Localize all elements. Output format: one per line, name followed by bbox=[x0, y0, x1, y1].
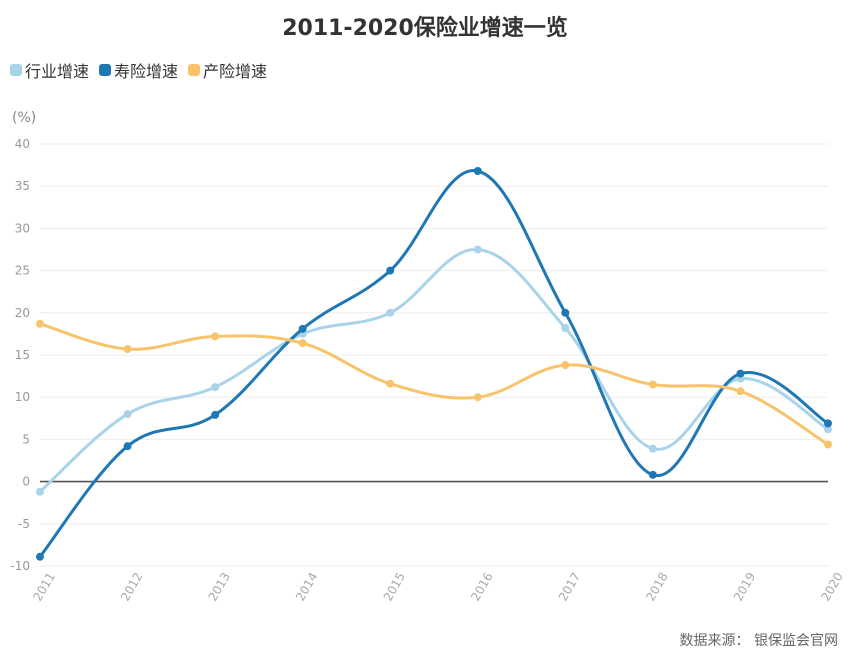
x-tick-label: 2019 bbox=[731, 570, 758, 603]
chart-title: 2011-2020保险业增速一览 bbox=[282, 16, 568, 41]
y-tick-label: 0 bbox=[22, 475, 30, 489]
data-point-life bbox=[36, 552, 44, 561]
data-point-industry bbox=[386, 308, 395, 317]
data-point-life bbox=[648, 470, 657, 479]
legend: 行业增速 寿险增速 产险增速 bbox=[10, 58, 271, 82]
legend-swatch-life bbox=[99, 64, 112, 76]
x-tick-label: 2020 bbox=[818, 570, 845, 603]
y-tick-label: -10 bbox=[10, 559, 30, 573]
y-tick-label: 25 bbox=[15, 264, 30, 278]
data-point-life bbox=[123, 442, 132, 451]
series-line-life bbox=[38, 169, 829, 558]
data-point-industry bbox=[648, 444, 657, 453]
legend-item-industry[interactable]: 行业增速 bbox=[10, 58, 89, 82]
y-axis-unit: (%) bbox=[12, 110, 37, 126]
legend-label-industry: 行业增速 bbox=[25, 62, 90, 81]
data-point-property bbox=[36, 319, 44, 328]
data-point-industry bbox=[36, 487, 44, 496]
data-point-life bbox=[736, 369, 745, 378]
legend-label-property: 产险增速 bbox=[203, 62, 268, 81]
data-point-industry bbox=[123, 410, 132, 419]
data-point-property bbox=[123, 345, 132, 354]
x-tick-label: 2016 bbox=[468, 570, 495, 603]
x-tick-label: 2018 bbox=[643, 570, 670, 603]
x-tick-label: 2013 bbox=[206, 570, 233, 603]
series-line-property bbox=[39, 322, 829, 446]
data-point-property bbox=[386, 379, 395, 388]
y-tick-label: 20 bbox=[15, 306, 30, 320]
data-point-industry bbox=[211, 383, 220, 392]
y-tick-label: 10 bbox=[15, 390, 30, 404]
y-tick-label: 35 bbox=[15, 179, 30, 193]
y-tick-label: 40 bbox=[15, 137, 30, 151]
data-point-life bbox=[473, 167, 482, 176]
data-point-property bbox=[824, 440, 832, 449]
data-point-industry bbox=[824, 425, 832, 434]
y-tick-label: 30 bbox=[15, 221, 30, 235]
series-line-industry bbox=[39, 247, 829, 493]
x-tick-label: 2015 bbox=[381, 570, 408, 603]
data-point-property bbox=[648, 380, 657, 389]
legend-item-life[interactable]: 寿险增速 bbox=[99, 58, 178, 82]
data-point-life bbox=[561, 308, 570, 317]
data-point-property bbox=[736, 387, 745, 396]
data-point-industry bbox=[561, 323, 570, 332]
legend-label-life: 寿险增速 bbox=[114, 62, 179, 81]
x-tick-label: 2014 bbox=[293, 570, 320, 603]
y-tick-label: 5 bbox=[22, 432, 30, 446]
legend-swatch-property bbox=[188, 64, 201, 76]
legend-swatch-industry bbox=[10, 64, 22, 76]
y-tick-label: 15 bbox=[15, 348, 30, 362]
data-point-property bbox=[561, 361, 570, 370]
x-tick-label: 2012 bbox=[118, 570, 145, 603]
data-point-industry bbox=[473, 245, 482, 254]
data-point-life bbox=[824, 419, 832, 428]
x-tick-label: 2011 bbox=[30, 570, 57, 603]
data-point-life bbox=[298, 324, 307, 333]
data-point-property bbox=[211, 332, 220, 341]
legend-item-property[interactable]: 产险增速 bbox=[188, 58, 267, 82]
data-point-life bbox=[211, 410, 220, 419]
x-tick-label: 2017 bbox=[556, 570, 583, 603]
data-point-property bbox=[473, 393, 482, 402]
data-point-life bbox=[386, 266, 395, 275]
data-source: 数据来源： 银保监会官网 bbox=[679, 633, 838, 649]
data-point-property bbox=[298, 339, 307, 348]
y-tick-label: -5 bbox=[18, 517, 30, 531]
